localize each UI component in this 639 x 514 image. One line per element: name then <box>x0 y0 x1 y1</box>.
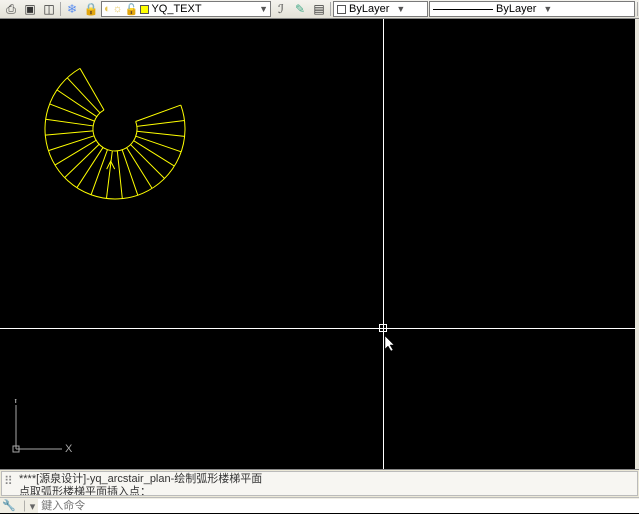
top-toolbar: ⎙ ▣ ◫ ❄ 🔒 ◐ ☼ 🔓 YQ_TEXT ▼ ℐ ✎ ▤ ByLayer … <box>0 0 639 19</box>
color-label: ByLayer <box>349 3 389 15</box>
lock-open-icon: 🔓 <box>125 3 139 16</box>
grip-icon[interactable]: ⠿ <box>4 475 13 488</box>
pick-box <box>379 324 387 332</box>
command-area: ⠿ ****[源泉设计]-yq_arcstair_plan-绘制弧形楼梯平面 点… <box>0 469 639 513</box>
separator <box>637 2 638 16</box>
toolbar-btn-1[interactable]: ⎙ <box>2 1 20 17</box>
vertical-scrollbar[interactable] <box>635 19 639 469</box>
layer-states-icon[interactable]: ✎ <box>291 1 309 17</box>
linetype-dropdown[interactable]: ByLayer ▼ <box>429 1 635 17</box>
command-input-row: 🔧 ｜▾ <box>0 497 639 513</box>
layer-dropdown[interactable]: ◐ ☼ 🔓 YQ_TEXT ▼ <box>101 1 271 17</box>
ucs-y-label: Y <box>12 399 20 406</box>
linetype-label: ByLayer <box>496 3 536 15</box>
command-input[interactable] <box>38 499 639 513</box>
linetype-preview <box>433 9 493 10</box>
layer-name: YQ_TEXT <box>151 3 201 15</box>
layer-freeze-icon[interactable]: ❄ <box>63 1 81 17</box>
light-bulb-icon: ◐ <box>104 3 111 15</box>
sun-icon: ☼ <box>113 3 123 15</box>
layer-lock-icon[interactable]: 🔒 <box>82 1 100 17</box>
toolbar-btn-a[interactable]: ℐ <box>272 1 290 17</box>
arc-stair-drawing <box>0 19 250 269</box>
dropdown-arrow-icon: ▼ <box>543 4 552 14</box>
history-line-2: 点取弧形楼梯平面插入点： <box>19 486 634 496</box>
wrench-icon[interactable]: 🔧 <box>2 499 16 512</box>
color-swatch <box>337 5 346 14</box>
toolbar-btn-2[interactable]: ▣ <box>21 1 39 17</box>
command-history[interactable]: ⠿ ****[源泉设计]-yq_arcstair_plan-绘制弧形楼梯平面 点… <box>1 471 638 496</box>
drawing-canvas[interactable]: X Y <box>0 19 635 469</box>
dropdown-arrow-icon: ▼ <box>396 4 405 14</box>
toolbar-btn-3[interactable]: ◫ <box>40 1 58 17</box>
ucs-x-label: X <box>65 443 72 454</box>
separator <box>330 2 331 16</box>
history-line-1: ****[源泉设计]-yq_arcstair_plan-绘制弧形楼梯平面 <box>19 473 634 486</box>
ucs-icon: X Y <box>12 399 72 454</box>
layer-manager-icon[interactable]: ▤ <box>310 1 328 17</box>
layer-color-swatch <box>140 5 149 14</box>
color-dropdown[interactable]: ByLayer ▼ <box>333 1 428 17</box>
dropdown-arrow-icon: ▼ <box>259 4 268 14</box>
crosshair-horizontal <box>0 328 635 329</box>
crosshair-vertical <box>383 19 384 469</box>
separator <box>60 2 61 16</box>
command-prompt-label: ｜▾ <box>19 498 36 514</box>
